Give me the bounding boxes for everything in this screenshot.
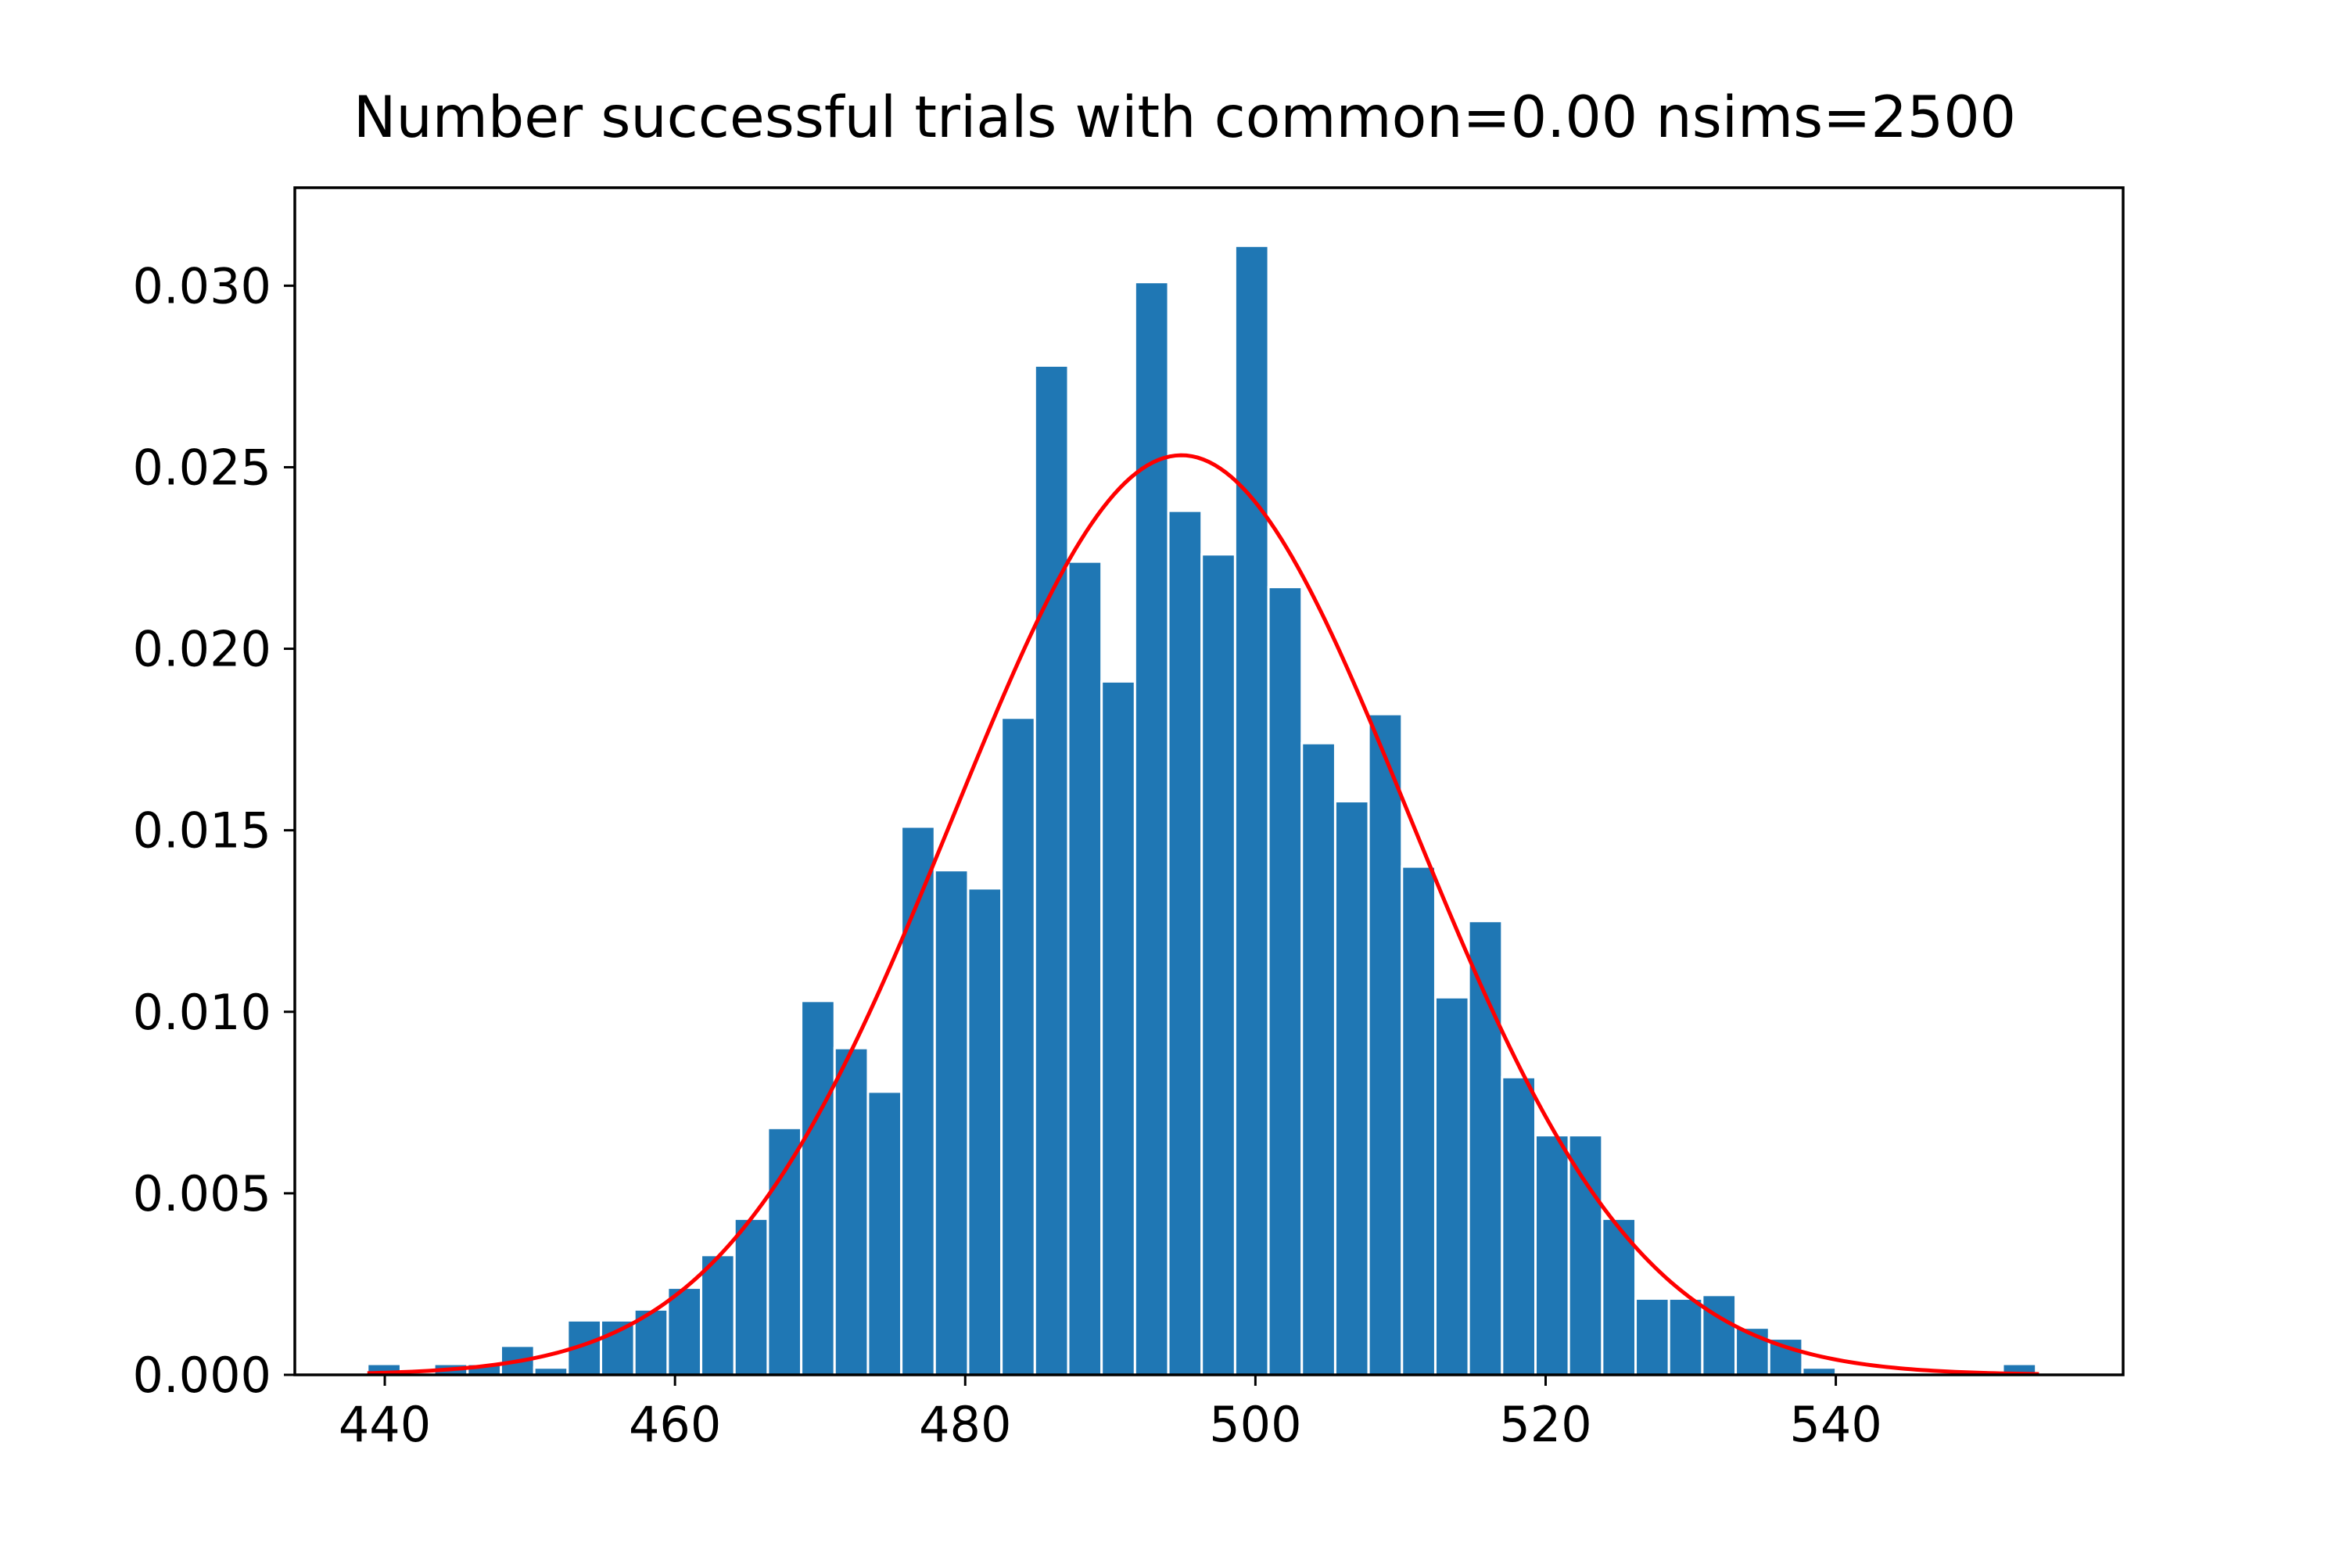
y-tick-label: 0.010	[133, 984, 272, 1041]
histogram-bar	[1501, 1075, 1537, 1376]
histogram-bar	[1267, 586, 1304, 1376]
histogram-bar	[1567, 1134, 1604, 1376]
histogram-bar	[1033, 364, 1070, 1376]
histogram-bar	[1367, 712, 1404, 1376]
y-tick-label: 0.000	[133, 1347, 272, 1404]
x-tick-label: 520	[1499, 1396, 1591, 1453]
histogram-bar	[1467, 920, 1504, 1376]
histogram-bar	[1133, 281, 1170, 1376]
chart-title: Number successful trials with common=0.0…	[353, 84, 2016, 151]
y-tick-label: 0.015	[133, 802, 272, 859]
x-tick-label: 500	[1209, 1396, 1301, 1453]
y-tick-label: 0.025	[133, 439, 272, 496]
histogram-bar	[1167, 509, 1203, 1376]
histogram-bar	[1200, 553, 1236, 1376]
histogram-bar	[1300, 741, 1336, 1376]
x-tick-label: 480	[919, 1396, 1011, 1453]
y-tick-label: 0.030	[133, 257, 272, 314]
histogram-bar	[967, 887, 1003, 1376]
histogram-bar	[1333, 800, 1370, 1376]
histogram-bar	[1634, 1297, 1670, 1376]
histogram-bar	[1667, 1297, 1704, 1376]
histogram-bar	[666, 1286, 703, 1376]
histogram-bar	[800, 999, 836, 1376]
histogram-bar	[1233, 244, 1270, 1376]
x-axis-ticks: 440 460 480 500 520 540	[339, 1375, 1882, 1453]
y-tick-label: 0.005	[133, 1165, 272, 1222]
histogram-bar	[1401, 865, 1437, 1376]
histogram-bar	[866, 1090, 903, 1376]
x-tick-label: 540	[1789, 1396, 1881, 1453]
y-tick-label: 0.020	[133, 621, 272, 678]
histogram-bar	[600, 1319, 636, 1376]
histogram-bar	[1000, 716, 1036, 1376]
x-tick-label: 440	[339, 1396, 431, 1453]
x-tick-label: 460	[629, 1396, 721, 1453]
plot-frame	[293, 186, 2125, 1376]
histogram-bar	[1534, 1134, 1570, 1376]
histogram-bar	[933, 869, 970, 1376]
histogram-bar	[700, 1254, 736, 1376]
histogram-bar	[1067, 560, 1103, 1376]
bars-layer	[366, 244, 2038, 1376]
histogram-bar	[766, 1126, 803, 1376]
histogram-bar	[900, 825, 936, 1376]
histogram-bar	[1701, 1294, 1738, 1376]
y-axis-ticks: 0.000 0.005 0.010 0.015 0.020 0.025 0.030	[133, 257, 295, 1404]
histogram-bar	[1100, 680, 1136, 1376]
normal-fit-curve	[367, 453, 2039, 1376]
histogram-bar	[1601, 1217, 1638, 1376]
histogram-bar	[733, 1217, 769, 1376]
histogram-bar	[1433, 996, 1470, 1376]
histogram-bar	[833, 1046, 870, 1376]
